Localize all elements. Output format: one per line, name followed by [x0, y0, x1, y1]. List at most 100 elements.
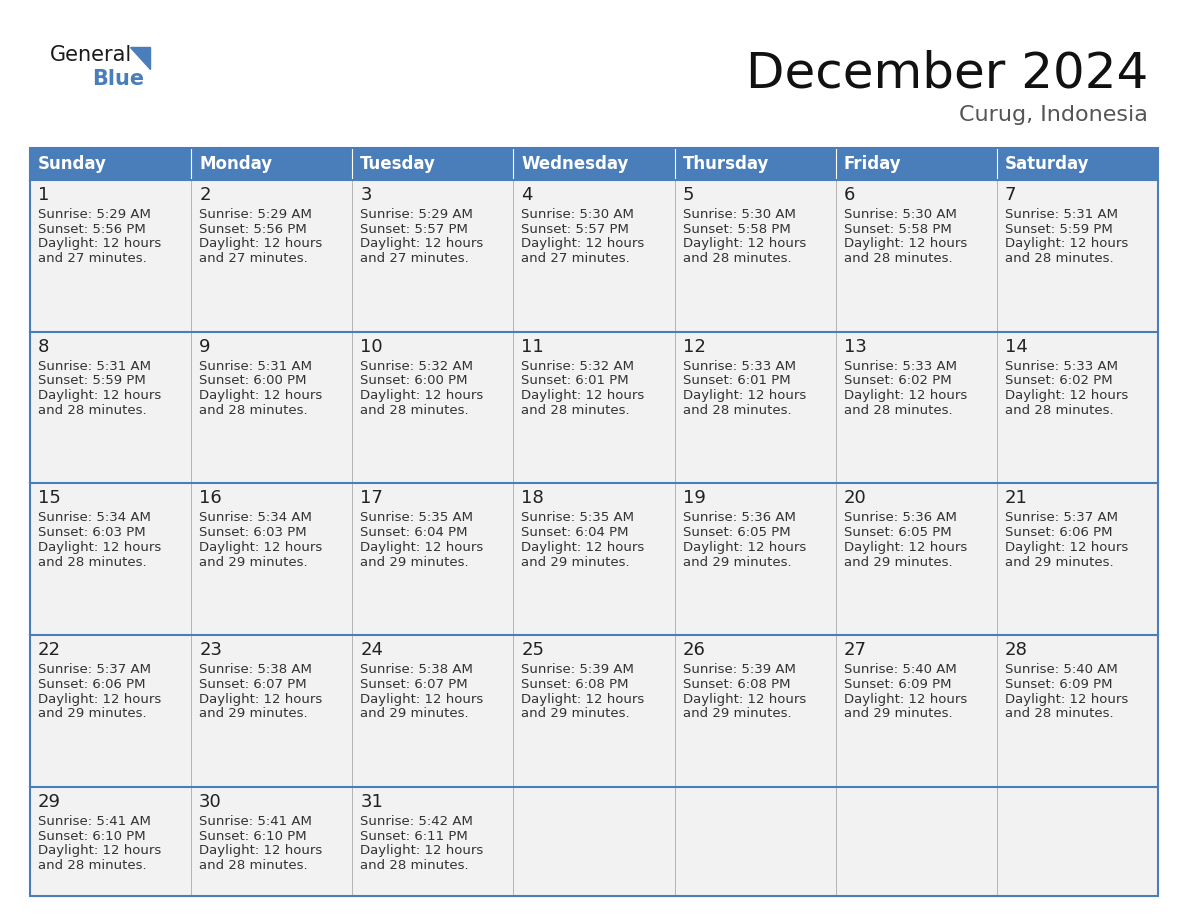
Text: Sunrise: 5:29 AM: Sunrise: 5:29 AM: [38, 208, 151, 221]
Text: Sunset: 5:56 PM: Sunset: 5:56 PM: [200, 223, 307, 236]
Text: Sunset: 6:04 PM: Sunset: 6:04 PM: [360, 526, 468, 539]
Text: Sunset: 5:58 PM: Sunset: 5:58 PM: [843, 223, 952, 236]
Text: and 28 minutes.: and 28 minutes.: [1005, 252, 1113, 265]
Text: Sunrise: 5:30 AM: Sunrise: 5:30 AM: [843, 208, 956, 221]
Text: Sunrise: 5:39 AM: Sunrise: 5:39 AM: [522, 663, 634, 676]
Text: Sunrise: 5:30 AM: Sunrise: 5:30 AM: [522, 208, 634, 221]
Text: and 28 minutes.: and 28 minutes.: [200, 404, 308, 417]
Text: Blue: Blue: [91, 69, 144, 89]
Text: Sunset: 6:03 PM: Sunset: 6:03 PM: [38, 526, 146, 539]
Text: and 27 minutes.: and 27 minutes.: [360, 252, 469, 265]
Text: Daylight: 12 hours: Daylight: 12 hours: [38, 541, 162, 554]
Text: 28: 28: [1005, 641, 1028, 659]
Text: Sunset: 6:05 PM: Sunset: 6:05 PM: [683, 526, 790, 539]
Text: and 28 minutes.: and 28 minutes.: [843, 404, 953, 417]
Text: Sunrise: 5:40 AM: Sunrise: 5:40 AM: [1005, 663, 1118, 676]
Text: Sunrise: 5:32 AM: Sunrise: 5:32 AM: [522, 360, 634, 373]
Text: Sunset: 5:57 PM: Sunset: 5:57 PM: [522, 223, 630, 236]
Text: Sunrise: 5:33 AM: Sunrise: 5:33 AM: [683, 360, 796, 373]
Text: and 29 minutes.: and 29 minutes.: [38, 707, 146, 721]
Text: and 28 minutes.: and 28 minutes.: [38, 859, 146, 872]
Bar: [513, 148, 675, 180]
Text: Daylight: 12 hours: Daylight: 12 hours: [38, 389, 162, 402]
Text: 17: 17: [360, 489, 384, 508]
Bar: [30, 180, 1158, 331]
Text: Daylight: 12 hours: Daylight: 12 hours: [200, 389, 322, 402]
Text: Sunset: 6:08 PM: Sunset: 6:08 PM: [683, 677, 790, 691]
Text: and 29 minutes.: and 29 minutes.: [843, 707, 953, 721]
Text: Sunset: 6:10 PM: Sunset: 6:10 PM: [38, 830, 146, 843]
Text: 19: 19: [683, 489, 706, 508]
Text: Daylight: 12 hours: Daylight: 12 hours: [683, 238, 805, 251]
Bar: [30, 148, 191, 180]
Text: 29: 29: [38, 793, 61, 811]
Text: 22: 22: [38, 641, 61, 659]
Text: Daylight: 12 hours: Daylight: 12 hours: [360, 389, 484, 402]
Text: and 28 minutes.: and 28 minutes.: [1005, 404, 1113, 417]
Text: Sunday: Sunday: [38, 155, 107, 173]
Text: Sunrise: 5:29 AM: Sunrise: 5:29 AM: [200, 208, 312, 221]
Text: and 29 minutes.: and 29 minutes.: [522, 555, 630, 568]
Text: Sunrise: 5:42 AM: Sunrise: 5:42 AM: [360, 815, 473, 828]
Text: December 2024: December 2024: [746, 50, 1148, 98]
Polygon shape: [129, 47, 150, 69]
Text: Daylight: 12 hours: Daylight: 12 hours: [38, 238, 162, 251]
Text: Sunrise: 5:33 AM: Sunrise: 5:33 AM: [1005, 360, 1118, 373]
Text: Sunset: 6:06 PM: Sunset: 6:06 PM: [38, 677, 145, 691]
Text: Daylight: 12 hours: Daylight: 12 hours: [200, 238, 322, 251]
Text: Saturday: Saturday: [1005, 155, 1089, 173]
Text: and 28 minutes.: and 28 minutes.: [38, 555, 146, 568]
Text: Daylight: 12 hours: Daylight: 12 hours: [683, 541, 805, 554]
Text: Sunrise: 5:35 AM: Sunrise: 5:35 AM: [522, 511, 634, 524]
Bar: [835, 148, 997, 180]
Text: 21: 21: [1005, 489, 1028, 508]
Text: and 28 minutes.: and 28 minutes.: [683, 252, 791, 265]
Text: 31: 31: [360, 793, 384, 811]
Text: 4: 4: [522, 186, 533, 204]
Text: Sunrise: 5:38 AM: Sunrise: 5:38 AM: [360, 663, 473, 676]
Text: Sunset: 6:09 PM: Sunset: 6:09 PM: [843, 677, 952, 691]
Text: Sunset: 6:09 PM: Sunset: 6:09 PM: [1005, 677, 1112, 691]
Text: Daylight: 12 hours: Daylight: 12 hours: [1005, 389, 1129, 402]
Text: Daylight: 12 hours: Daylight: 12 hours: [522, 692, 645, 706]
Text: Sunset: 6:00 PM: Sunset: 6:00 PM: [360, 375, 468, 387]
Text: Daylight: 12 hours: Daylight: 12 hours: [360, 845, 484, 857]
Bar: [675, 148, 835, 180]
Text: Sunset: 6:04 PM: Sunset: 6:04 PM: [522, 526, 628, 539]
Text: Daylight: 12 hours: Daylight: 12 hours: [38, 845, 162, 857]
Text: Daylight: 12 hours: Daylight: 12 hours: [38, 692, 162, 706]
Text: Wednesday: Wednesday: [522, 155, 628, 173]
Text: Sunset: 6:06 PM: Sunset: 6:06 PM: [1005, 526, 1112, 539]
Text: 18: 18: [522, 489, 544, 508]
Text: General: General: [50, 45, 132, 65]
Text: and 28 minutes.: and 28 minutes.: [360, 404, 469, 417]
Text: 8: 8: [38, 338, 50, 355]
Text: Thursday: Thursday: [683, 155, 769, 173]
Text: and 28 minutes.: and 28 minutes.: [200, 859, 308, 872]
Text: Sunrise: 5:35 AM: Sunrise: 5:35 AM: [360, 511, 473, 524]
Text: Sunrise: 5:31 AM: Sunrise: 5:31 AM: [38, 360, 151, 373]
Text: 24: 24: [360, 641, 384, 659]
Text: Sunrise: 5:29 AM: Sunrise: 5:29 AM: [360, 208, 473, 221]
Text: Daylight: 12 hours: Daylight: 12 hours: [200, 541, 322, 554]
Text: Sunrise: 5:37 AM: Sunrise: 5:37 AM: [1005, 511, 1118, 524]
Text: and 29 minutes.: and 29 minutes.: [843, 555, 953, 568]
Text: Sunrise: 5:41 AM: Sunrise: 5:41 AM: [200, 815, 312, 828]
Bar: [30, 148, 1158, 896]
Text: Sunset: 5:59 PM: Sunset: 5:59 PM: [38, 375, 146, 387]
Text: and 27 minutes.: and 27 minutes.: [38, 252, 147, 265]
Text: Sunrise: 5:40 AM: Sunrise: 5:40 AM: [843, 663, 956, 676]
Text: Sunset: 5:59 PM: Sunset: 5:59 PM: [1005, 223, 1113, 236]
Text: 20: 20: [843, 489, 866, 508]
Text: Friday: Friday: [843, 155, 902, 173]
Text: and 27 minutes.: and 27 minutes.: [200, 252, 308, 265]
Text: Sunset: 5:58 PM: Sunset: 5:58 PM: [683, 223, 790, 236]
Text: 27: 27: [843, 641, 867, 659]
Text: Sunrise: 5:41 AM: Sunrise: 5:41 AM: [38, 815, 151, 828]
Text: Sunset: 6:07 PM: Sunset: 6:07 PM: [360, 677, 468, 691]
Text: and 28 minutes.: and 28 minutes.: [522, 404, 630, 417]
Text: Sunset: 6:01 PM: Sunset: 6:01 PM: [683, 375, 790, 387]
Text: Sunset: 6:00 PM: Sunset: 6:00 PM: [200, 375, 307, 387]
Text: 11: 11: [522, 338, 544, 355]
Text: 1: 1: [38, 186, 50, 204]
